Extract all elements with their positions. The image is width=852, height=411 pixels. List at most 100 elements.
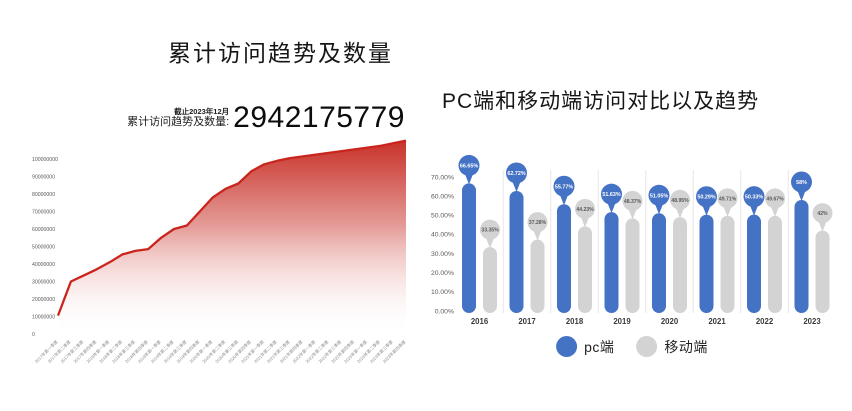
bubble [670, 189, 690, 210]
bubble [575, 198, 595, 219]
y-tick-label: 70000000 [32, 210, 55, 216]
cumulative-stat-block: 截止2023年12月 累计访问趋势及数量: 2942175779 [127, 103, 405, 133]
y-tick-label: 80000000 [32, 192, 55, 198]
bubble-tail [749, 204, 759, 216]
bubble [527, 212, 548, 233]
bar-pc-2023 [794, 199, 809, 313]
bubble-label: 49.71% [719, 196, 737, 202]
bubble [791, 171, 812, 193]
y-tick-label: 20.00% [431, 270, 454, 277]
bubble [601, 183, 622, 205]
pc-mobile-chart-title: PC端和移动端访问对比以及趋势 [442, 90, 760, 113]
bar-mobile-2022 [768, 215, 782, 313]
bubble-label: 33.35% [481, 228, 499, 234]
stat-total-value: 2942175779 [233, 101, 405, 134]
bubble-tail [797, 189, 806, 201]
legend: pc端 移动端 [556, 336, 708, 357]
bar-mobile-2023 [815, 230, 830, 313]
bar-pc-2022 [747, 214, 761, 313]
bar-mobile-2016 [483, 247, 497, 313]
y-tick-label: 40.00% [431, 232, 454, 239]
bubble-tail [559, 193, 569, 206]
bubble-tail [464, 172, 474, 185]
y-tick-label: 90000000 [32, 175, 55, 181]
bar-mobile-2021 [720, 215, 735, 313]
bubble-tail [485, 236, 495, 249]
bar-pc-2018 [557, 204, 571, 313]
stat-captions: 截止2023年12月 累计访问趋势及数量: [127, 107, 229, 134]
x-tick-label: 2017 [518, 317, 535, 326]
y-tick-label: 10.00% [431, 289, 454, 296]
cumulative-visits-panel: 累计访问趋势及数量 截止2023年12月 累计访问趋势及数量: 29421757… [32, 40, 408, 365]
bubble-label: 44.23% [576, 207, 594, 213]
cumulative-chart-title: 累计访问趋势及数量 [168, 40, 393, 66]
bubble-tail [512, 180, 521, 192]
y-tick-label: 30.00% [431, 251, 454, 258]
cumulative-area-chart: 1000000009000000080000000700000006000000… [32, 139, 408, 365]
y-tick-label: 60000000 [32, 227, 55, 233]
bubble-tail [818, 220, 827, 232]
y-tick-label: 100000000 [32, 157, 58, 163]
bubble [743, 186, 765, 208]
y-tick-label: 40000000 [32, 262, 55, 268]
y-tick-label: 10000000 [32, 315, 55, 321]
pc-mobile-bar-chart: 70.00% 60.00% 50.00% 40.00% 30.00% 20.00% 10.0… [431, 154, 833, 326]
bubble-label: 62.72% [507, 171, 525, 177]
bubble-tail [533, 229, 542, 241]
y-tick-label: 70.00% [431, 174, 454, 181]
bubble-label: 50.33% [745, 195, 763, 201]
mobile-legend-label: 移动端 [664, 338, 708, 355]
bubble-tail [770, 205, 780, 217]
bubble-label: 48.37% [624, 199, 642, 205]
y-tick-label: 50000000 [32, 245, 55, 251]
bubble-label: 50.29% [697, 195, 715, 201]
bubble-tail [675, 206, 685, 219]
bubble-tail [580, 215, 590, 228]
bubble-label: 66.65% [460, 163, 478, 169]
bubble [480, 219, 500, 240]
pc-mobile-panel: PC端和移动端访问对比以及趋势 70.00% 60.00% 50.00% 40.00%… [426, 0, 852, 411]
bar-pc-2016 [462, 183, 476, 313]
bubble-label: 48.95% [671, 198, 689, 204]
area-line [56, 139, 407, 317]
bubble-label: 55.77% [555, 184, 573, 190]
y-tick-label: 50.00% [431, 213, 454, 220]
bar-mobile-2018 [578, 226, 592, 313]
mobile-legend-dot-icon [636, 336, 658, 357]
x-tick-label: 2020 [661, 317, 679, 326]
y-tick-label: 0.00% [435, 308, 454, 315]
stat-label: 累计访问趋势及数量: [127, 116, 230, 129]
bubble-label: 51.63% [602, 192, 620, 198]
bubble-label: 37.28% [529, 220, 547, 226]
bubble [622, 190, 643, 211]
bubble [765, 188, 785, 209]
bubble [553, 175, 575, 197]
y-tick-label: 20000000 [32, 297, 55, 303]
x-tick-label: 2022 [756, 317, 774, 326]
legend-item-pc: pc端 [556, 336, 614, 357]
bar-mobile-2019 [625, 218, 640, 313]
x-tick-label: 2018 [566, 317, 584, 326]
x-tick-label: 2019 [613, 317, 631, 326]
area-fill [58, 140, 406, 334]
bar-pc-2021 [699, 214, 714, 313]
bubble [696, 186, 717, 208]
x-tick-label: 2023 [803, 317, 821, 326]
x-tick-label: 2016 [471, 317, 489, 326]
legend-item-mobile: 移动端 [636, 336, 708, 357]
bubble [648, 184, 670, 206]
bubble-tail [702, 204, 711, 216]
bubble-label: 58% [796, 180, 807, 186]
bubble [812, 203, 833, 224]
pc-legend-label: pc端 [584, 338, 615, 355]
bubble-tail [628, 207, 637, 220]
bar-pc-2020 [652, 213, 666, 313]
y-tick-label: 0 [32, 332, 35, 338]
bubble-label: 49.67% [766, 196, 784, 202]
bubble-label: 51.05% [650, 193, 668, 199]
x-tick-label: 2021 [708, 317, 726, 326]
pc-legend-dot-icon [556, 336, 578, 357]
bubble-label: 42% [817, 211, 828, 217]
bar-pc-2019 [604, 212, 619, 313]
